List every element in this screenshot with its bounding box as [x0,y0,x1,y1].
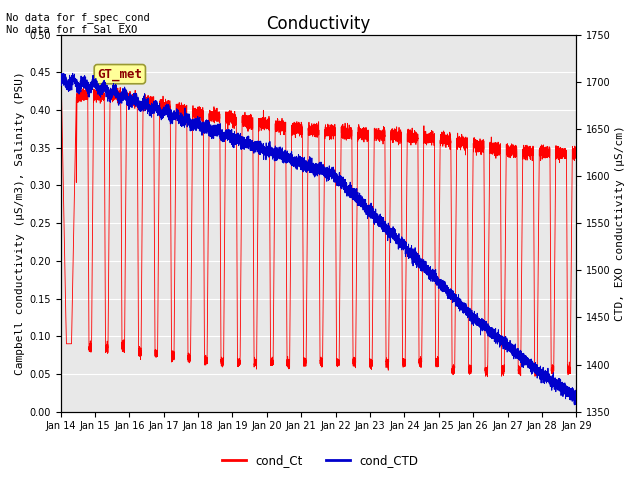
Legend: cond_Ct, cond_CTD: cond_Ct, cond_CTD [217,449,423,472]
Text: GT_met: GT_met [97,68,142,81]
Text: No data for f_spec_cond: No data for f_spec_cond [6,12,150,23]
Text: No data for f_Sal_EXO: No data for f_Sal_EXO [6,24,138,35]
Y-axis label: Campbell conductivity (μS/m3), Salinity (PSU): Campbell conductivity (μS/m3), Salinity … [15,71,25,375]
Y-axis label: CTD, EXO conductivity (μS/cm): CTD, EXO conductivity (μS/cm) [615,125,625,321]
Title: Conductivity: Conductivity [266,15,371,33]
